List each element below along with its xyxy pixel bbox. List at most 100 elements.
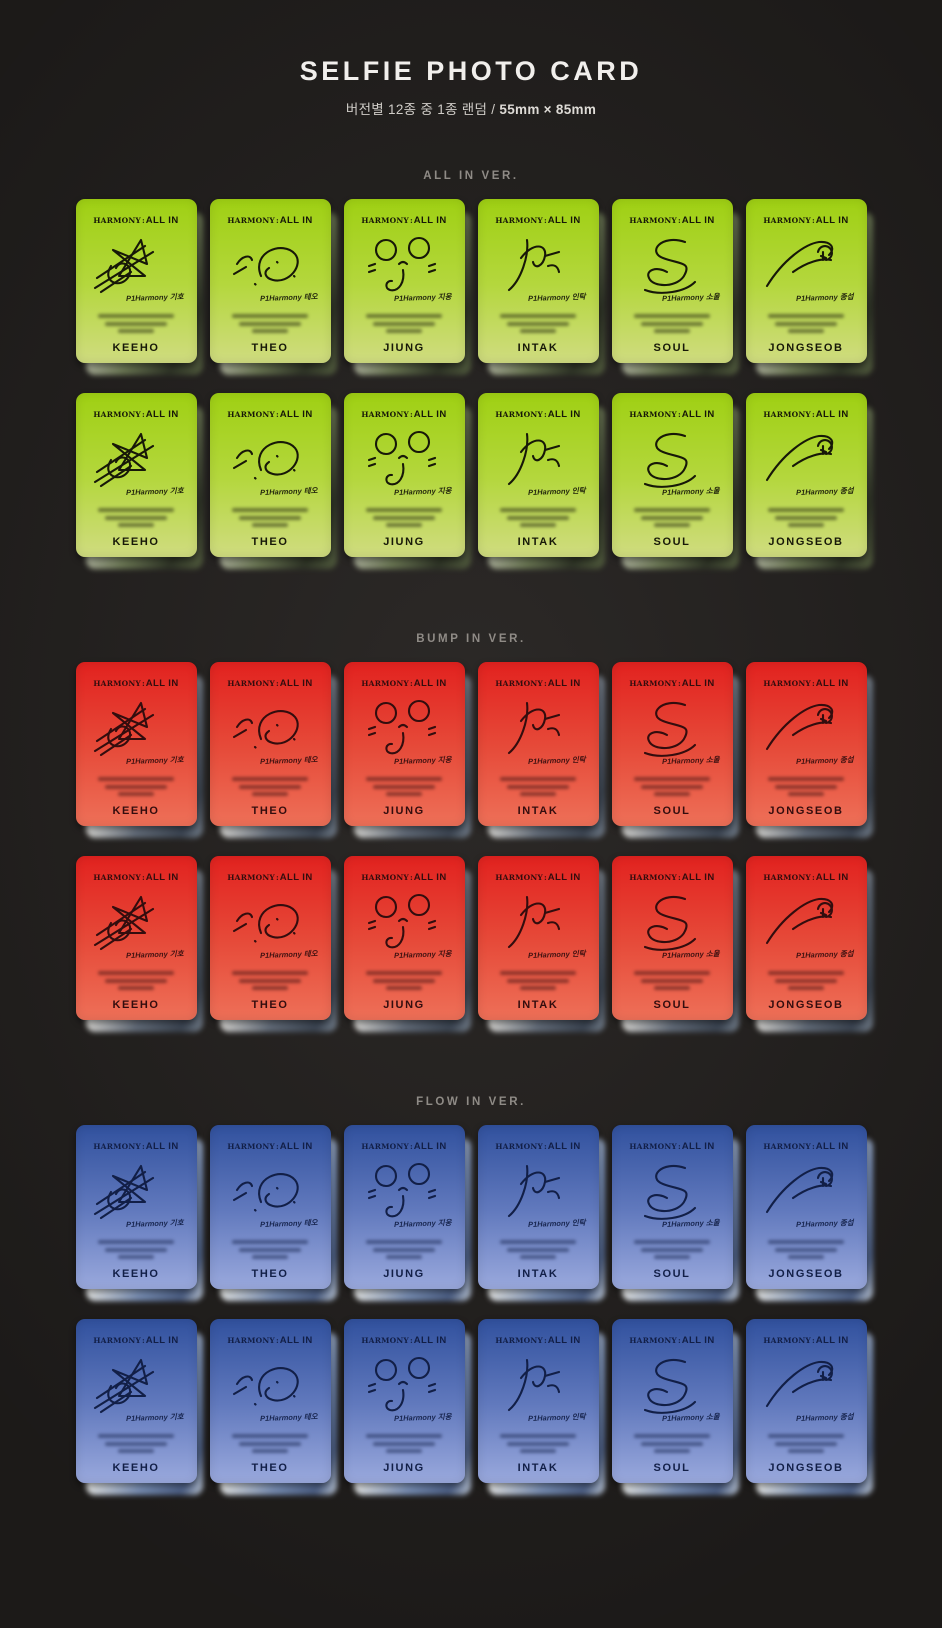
wordmark-separator: :: [409, 410, 413, 419]
wordmark-separator: :: [677, 873, 681, 882]
album-wordmark: HARMONY:ALL IN: [361, 211, 446, 227]
signature-intak: [507, 701, 561, 755]
blurred-message: [634, 777, 710, 796]
signature-intak: [507, 238, 561, 292]
signed-photocard: HARMONY:ALL IN P1Harmony 지웅 JIUNG: [343, 1125, 465, 1289]
member-name: THEO: [251, 1268, 289, 1280]
photocard-slot: HARMONY:ALL IN P1Harmony 인탁 INTAK: [477, 1125, 605, 1305]
wordmark-harmony: HARMONY: [227, 873, 275, 882]
photocard-slot: HARMONY:ALL IN P1Harmony 소울 SOUL: [611, 393, 739, 573]
photocard-slot: HARMONY:ALL IN P1Harmony 소울 SOUL: [611, 199, 739, 379]
signed-photocard: HARMONY:ALL IN P1Harmony 기호 KEEHO: [75, 662, 197, 826]
signed-photocard: HARMONY:ALL IN P1Harmony 테오 THEO: [209, 199, 331, 363]
member-name: JIUNG: [383, 805, 425, 817]
wordmark-harmony: HARMONY: [763, 410, 811, 419]
wordmark-harmony: HARMONY: [93, 410, 141, 419]
signature-jiung: [367, 236, 437, 292]
signed-photocard: HARMONY:ALL IN P1Harmony 종섭 JONGSEOB: [745, 856, 867, 1020]
photocard-slot: HARMONY:ALL IN P1Harmony 지웅 JIUNG: [343, 856, 471, 1036]
wordmark-allin: ALL IN: [413, 872, 447, 883]
blurred-message: [500, 1240, 576, 1259]
signature-intak: [507, 895, 561, 949]
member-name: THEO: [251, 536, 289, 548]
signed-photocard: HARMONY:ALL IN P1Harmony 테오 THEO: [209, 1125, 331, 1289]
album-wordmark: HARMONY:ALL IN: [361, 868, 446, 884]
wordmark-separator: :: [543, 679, 547, 688]
signature-caption: P1Harmony 테오: [259, 1217, 318, 1230]
blurred-message: [500, 971, 576, 990]
wordmark-harmony: HARMONY: [361, 873, 409, 882]
member-name: INTAK: [517, 1462, 559, 1474]
album-wordmark: HARMONY:ALL IN: [361, 1137, 446, 1153]
signed-photocard: HARMONY:ALL IN P1Harmony 소울 SOUL: [611, 662, 733, 826]
album-wordmark: HARMONY:ALL IN: [763, 868, 848, 884]
photocard-slot: HARMONY:ALL IN P1Harmony 종섭 JONGSEOB: [745, 662, 873, 842]
blurred-message: [634, 508, 710, 527]
wordmark-allin: ALL IN: [815, 215, 849, 226]
photocard-slot: HARMONY:ALL IN P1Harmony 테오 THEO: [209, 393, 337, 573]
album-wordmark: HARMONY:ALL IN: [495, 868, 580, 884]
signature-caption: P1Harmony 기호: [125, 1217, 184, 1230]
wordmark-separator: :: [141, 679, 145, 688]
wordmark-separator: :: [677, 410, 681, 419]
wordmark-separator: :: [543, 216, 547, 225]
wordmark-allin: ALL IN: [681, 409, 715, 420]
wordmark-allin: ALL IN: [681, 215, 715, 226]
signature-soul: [643, 433, 697, 488]
wordmark-separator: :: [141, 1336, 145, 1345]
blurred-message: [366, 314, 442, 333]
wordmark-harmony: HARMONY: [629, 410, 677, 419]
wordmark-harmony: HARMONY: [361, 679, 409, 688]
album-wordmark: HARMONY:ALL IN: [227, 1331, 312, 1347]
album-wordmark: HARMONY:ALL IN: [495, 674, 580, 690]
signature-jiung: [367, 1356, 437, 1412]
album-wordmark: HARMONY:ALL IN: [629, 868, 714, 884]
blurred-message: [634, 1434, 710, 1453]
member-name: KEEHO: [112, 805, 160, 817]
wordmark-allin: ALL IN: [145, 215, 179, 226]
wordmark-harmony: HARMONY: [227, 679, 275, 688]
signed-photocard: HARMONY:ALL IN P1Harmony 기호 KEEHO: [75, 1125, 197, 1289]
wordmark-separator: :: [275, 679, 279, 688]
signature-keeho: [93, 238, 155, 294]
photocard-slot: HARMONY:ALL IN P1Harmony 소울 SOUL: [611, 1125, 739, 1305]
wordmark-separator: :: [811, 1142, 815, 1151]
wordmark-separator: :: [275, 873, 279, 882]
wordmark-allin: ALL IN: [145, 1335, 179, 1346]
blurred-message: [232, 777, 308, 796]
wordmark-harmony: HARMONY: [361, 410, 409, 419]
wordmark-allin: ALL IN: [145, 678, 179, 689]
member-name: SOUL: [653, 805, 691, 817]
album-wordmark: HARMONY:ALL IN: [763, 1137, 848, 1153]
signed-photocard: HARMONY:ALL IN P1Harmony 지웅 JIUNG: [343, 393, 465, 557]
photocard-slot: HARMONY:ALL IN P1Harmony 인탁 INTAK: [477, 1319, 605, 1499]
wordmark-separator: :: [409, 1336, 413, 1345]
album-wordmark: HARMONY:ALL IN: [763, 1331, 848, 1347]
section-rows: HARMONY:ALL IN P1Harmony 기호 KEEHO HARMON…: [0, 1125, 942, 1499]
blurred-message: [634, 314, 710, 333]
signature-caption: P1Harmony 인탁: [527, 754, 586, 767]
wordmark-allin: ALL IN: [145, 409, 179, 420]
photocard-slot: HARMONY:ALL IN P1Harmony 기호 KEEHO: [75, 393, 203, 573]
wordmark-separator: :: [543, 1142, 547, 1151]
wordmark-allin: ALL IN: [279, 1335, 313, 1346]
wordmark-harmony: HARMONY: [495, 873, 543, 882]
album-wordmark: HARMONY:ALL IN: [763, 405, 848, 421]
photocard-slot: HARMONY:ALL IN P1Harmony 인탁 INTAK: [477, 393, 605, 573]
signature-caption: P1Harmony 소울: [661, 754, 720, 767]
subtitle-info: 버전별 12종 중 1종 랜덤 /: [345, 102, 496, 117]
album-wordmark: HARMONY:ALL IN: [763, 211, 848, 227]
member-name: INTAK: [517, 999, 559, 1011]
card-row: HARMONY:ALL IN P1Harmony 기호 KEEHO HARMON…: [0, 1125, 942, 1305]
wordmark-allin: ALL IN: [681, 1141, 715, 1152]
signature-caption: P1Harmony 인탁: [527, 1411, 586, 1424]
blurred-message: [768, 314, 844, 333]
wordmark-allin: ALL IN: [815, 1335, 849, 1346]
member-name: INTAK: [517, 342, 559, 354]
signature-caption: P1Harmony 기호: [125, 1411, 184, 1424]
wordmark-separator: :: [275, 410, 279, 419]
signature-theo: [232, 904, 299, 943]
wordmark-allin: ALL IN: [145, 872, 179, 883]
photocard-slot: HARMONY:ALL IN P1Harmony 기호 KEEHO: [75, 199, 203, 379]
blurred-message: [500, 777, 576, 796]
